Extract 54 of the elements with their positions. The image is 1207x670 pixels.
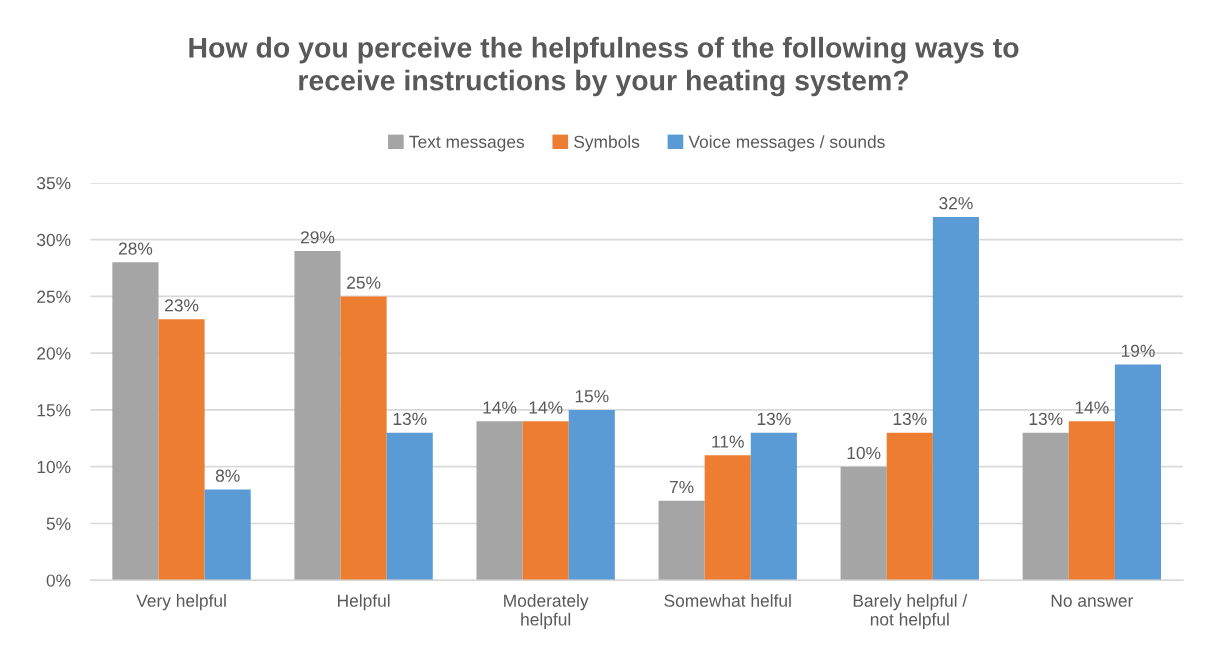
y-tick-label: 20% — [37, 347, 71, 360]
legend-label: Symbols — [574, 135, 640, 152]
bar — [932, 216, 979, 581]
y-tick-label: 25% — [37, 290, 71, 303]
data-label: 13% — [757, 412, 791, 426]
bar — [386, 432, 433, 581]
bar — [750, 432, 797, 581]
data-label: 29% — [300, 231, 335, 244]
x-tick-label: Helpful — [338, 594, 390, 611]
y-tick-label: 0% — [46, 574, 71, 587]
data-label: 14% — [529, 401, 563, 414]
bar — [1114, 364, 1162, 581]
data-label: 13% — [1029, 412, 1063, 426]
bar — [294, 251, 341, 581]
y-tick-label: 30% — [37, 233, 71, 247]
bar — [1022, 432, 1069, 581]
data-label: 14% — [1075, 401, 1109, 414]
y-tick-label: 10% — [37, 460, 71, 474]
chart-title: How do you perceive the helpfulness of the following ways to receive instructions by your heating system? — [189, 36, 1019, 97]
data-label: 32% — [939, 197, 973, 210]
x-tick-label: No answer — [1051, 594, 1134, 607]
x-tick-label: Very helpful — [136, 594, 226, 611]
data-label: 13% — [393, 412, 427, 426]
data-label: 14% — [483, 401, 517, 414]
y-tick-label: 15% — [37, 404, 71, 417]
y-tick-label: 5% — [46, 517, 71, 530]
bar — [658, 500, 705, 581]
legend-label: Text messages — [409, 135, 525, 152]
x-tick-label: Somewhat helful — [664, 594, 791, 607]
bar — [340, 296, 387, 581]
data-label: 23% — [165, 299, 199, 312]
bar — [704, 455, 751, 581]
data-label: 13% — [893, 412, 927, 426]
data-label: 7% — [669, 480, 694, 494]
bar — [204, 489, 251, 581]
data-label: 8% — [215, 469, 240, 482]
bar — [840, 466, 887, 581]
data-label: 10% — [847, 446, 881, 460]
bar — [1068, 421, 1115, 581]
bar — [568, 409, 615, 581]
x-tick-label: Barely helpful / not helpful — [853, 594, 968, 629]
bar — [886, 432, 933, 581]
data-label: 11% — [712, 435, 744, 448]
data-label: 19% — [1121, 344, 1155, 357]
data-label: 28% — [118, 242, 153, 255]
bar — [476, 421, 523, 581]
bar — [158, 319, 205, 581]
data-label: 25% — [347, 276, 381, 289]
legend-label: Voice messages / sounds — [688, 135, 885, 152]
bar — [522, 421, 569, 581]
x-tick-label: Moderately helpful — [504, 594, 589, 629]
y-tick-label: 35% — [37, 177, 71, 190]
bar — [112, 262, 159, 581]
data-label: 15% — [575, 390, 609, 403]
